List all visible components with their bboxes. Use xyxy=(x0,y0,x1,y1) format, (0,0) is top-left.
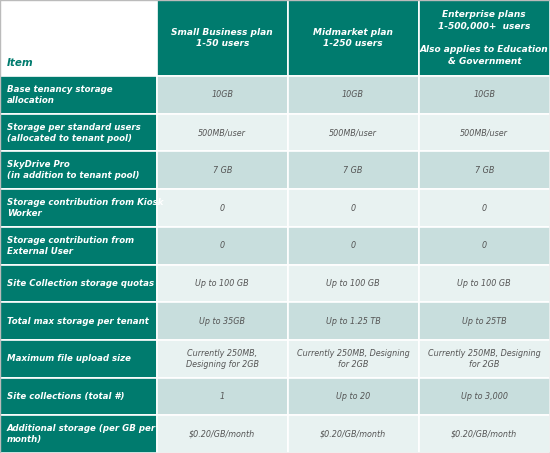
FancyBboxPatch shape xyxy=(288,189,419,227)
Text: SkyDrive Pro
(in addition to tenant pool): SkyDrive Pro (in addition to tenant pool… xyxy=(7,160,139,180)
FancyBboxPatch shape xyxy=(419,378,550,415)
FancyBboxPatch shape xyxy=(0,302,157,340)
Text: Up to 3,000: Up to 3,000 xyxy=(461,392,508,401)
Text: 500MB/user: 500MB/user xyxy=(329,128,377,137)
Text: Up to 1.25 TB: Up to 1.25 TB xyxy=(326,317,381,326)
FancyBboxPatch shape xyxy=(0,76,157,114)
FancyBboxPatch shape xyxy=(419,0,550,76)
Text: Additional storage (per GB per
month): Additional storage (per GB per month) xyxy=(7,424,156,444)
Text: Item: Item xyxy=(7,58,33,68)
Text: 10GB: 10GB xyxy=(342,91,364,100)
FancyBboxPatch shape xyxy=(419,151,550,189)
Text: Storage per standard users
(allocated to tenant pool): Storage per standard users (allocated to… xyxy=(7,123,140,143)
FancyBboxPatch shape xyxy=(419,227,550,265)
FancyBboxPatch shape xyxy=(288,76,419,114)
Text: Up to 25TB: Up to 25TB xyxy=(462,317,507,326)
Text: 0: 0 xyxy=(350,203,356,212)
FancyBboxPatch shape xyxy=(0,415,157,453)
Text: 0: 0 xyxy=(482,241,487,250)
FancyBboxPatch shape xyxy=(0,378,157,415)
Text: $0.20/GB/month: $0.20/GB/month xyxy=(189,429,255,439)
Text: Midmarket plan
1-250 users: Midmarket plan 1-250 users xyxy=(313,28,393,48)
Text: 7 GB: 7 GB xyxy=(475,166,494,175)
FancyBboxPatch shape xyxy=(157,76,288,114)
FancyBboxPatch shape xyxy=(0,265,157,302)
FancyBboxPatch shape xyxy=(0,340,157,378)
FancyBboxPatch shape xyxy=(419,189,550,227)
Text: 500MB/user: 500MB/user xyxy=(460,128,508,137)
Text: Storage contribution from Kiosk
Worker: Storage contribution from Kiosk Worker xyxy=(7,198,163,218)
Text: Up to 100 GB: Up to 100 GB xyxy=(458,279,511,288)
Text: Total max storage per tenant: Total max storage per tenant xyxy=(7,317,148,326)
FancyBboxPatch shape xyxy=(288,265,419,302)
Text: 10GB: 10GB xyxy=(473,91,495,100)
FancyBboxPatch shape xyxy=(157,189,288,227)
FancyBboxPatch shape xyxy=(157,302,288,340)
Text: Currently 250MB,
Designing for 2GB: Currently 250MB, Designing for 2GB xyxy=(186,349,258,369)
Text: Site Collection storage quotas: Site Collection storage quotas xyxy=(7,279,153,288)
FancyBboxPatch shape xyxy=(157,227,288,265)
Text: 7 GB: 7 GB xyxy=(212,166,232,175)
FancyBboxPatch shape xyxy=(157,151,288,189)
FancyBboxPatch shape xyxy=(0,227,157,265)
Text: Storage contribution from
External User: Storage contribution from External User xyxy=(7,236,134,256)
Text: Enterprise plans
1-500,000+  users

Also applies to Education
& Government: Enterprise plans 1-500,000+ users Also a… xyxy=(420,10,548,66)
Text: 10GB: 10GB xyxy=(211,91,233,100)
Text: Small Business plan
1-50 users: Small Business plan 1-50 users xyxy=(172,28,273,48)
Text: $0.20/GB/month: $0.20/GB/month xyxy=(451,429,518,439)
Text: 0: 0 xyxy=(350,241,356,250)
FancyBboxPatch shape xyxy=(419,76,550,114)
FancyBboxPatch shape xyxy=(0,151,157,189)
Text: $0.20/GB/month: $0.20/GB/month xyxy=(320,429,386,439)
Text: Currently 250MB, Designing
for 2GB: Currently 250MB, Designing for 2GB xyxy=(428,349,541,369)
FancyBboxPatch shape xyxy=(0,114,157,151)
FancyBboxPatch shape xyxy=(288,0,419,76)
FancyBboxPatch shape xyxy=(157,415,288,453)
Text: Up to 100 GB: Up to 100 GB xyxy=(195,279,249,288)
Text: Base tenancy storage
allocation: Base tenancy storage allocation xyxy=(7,85,112,105)
FancyBboxPatch shape xyxy=(157,0,288,76)
FancyBboxPatch shape xyxy=(288,227,419,265)
FancyBboxPatch shape xyxy=(0,0,157,76)
Text: 0: 0 xyxy=(482,203,487,212)
Text: Site collections (total #): Site collections (total #) xyxy=(7,392,124,401)
Text: 1: 1 xyxy=(219,392,225,401)
Text: Up to 35GB: Up to 35GB xyxy=(199,317,245,326)
FancyBboxPatch shape xyxy=(419,114,550,151)
FancyBboxPatch shape xyxy=(157,378,288,415)
Text: 0: 0 xyxy=(219,241,225,250)
Text: 500MB/user: 500MB/user xyxy=(198,128,246,137)
FancyBboxPatch shape xyxy=(419,340,550,378)
Text: Up to 20: Up to 20 xyxy=(336,392,370,401)
FancyBboxPatch shape xyxy=(419,302,550,340)
FancyBboxPatch shape xyxy=(288,415,419,453)
Text: Maximum file upload size: Maximum file upload size xyxy=(7,354,130,363)
FancyBboxPatch shape xyxy=(157,265,288,302)
FancyBboxPatch shape xyxy=(288,114,419,151)
Text: 0: 0 xyxy=(219,203,225,212)
FancyBboxPatch shape xyxy=(157,340,288,378)
FancyBboxPatch shape xyxy=(288,302,419,340)
Text: Up to 100 GB: Up to 100 GB xyxy=(326,279,380,288)
FancyBboxPatch shape xyxy=(419,415,550,453)
FancyBboxPatch shape xyxy=(0,189,157,227)
FancyBboxPatch shape xyxy=(157,114,288,151)
Text: 7 GB: 7 GB xyxy=(343,166,363,175)
FancyBboxPatch shape xyxy=(288,340,419,378)
FancyBboxPatch shape xyxy=(288,151,419,189)
Text: Currently 250MB, Designing
for 2GB: Currently 250MB, Designing for 2GB xyxy=(297,349,409,369)
FancyBboxPatch shape xyxy=(419,265,550,302)
FancyBboxPatch shape xyxy=(288,378,419,415)
